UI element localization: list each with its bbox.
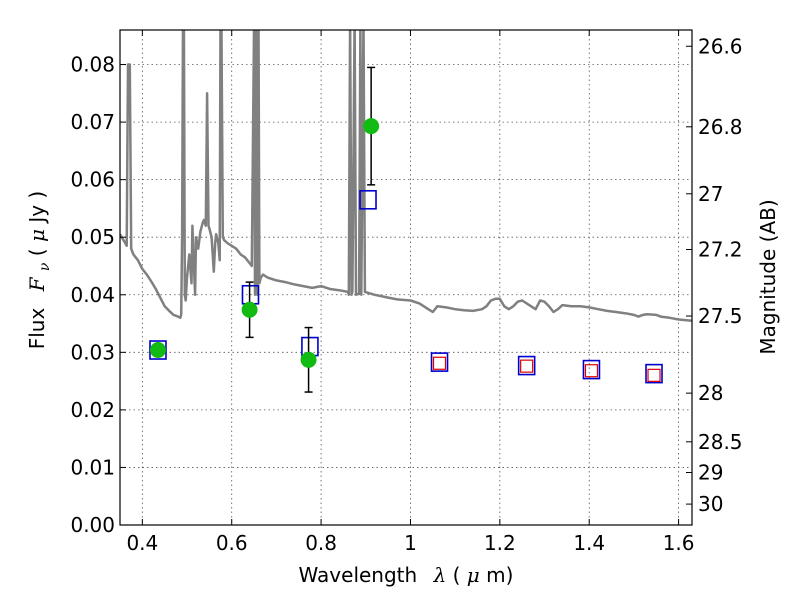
- model-flux-box: [582, 359, 601, 380]
- y-tick-label: 0.07: [70, 110, 115, 134]
- sed-model-line: [120, 30, 692, 322]
- x-tick-label: 1.6: [663, 531, 695, 555]
- upper-limit-box: [647, 368, 661, 382]
- model-flux-box: [645, 363, 663, 384]
- axis-ticks: 0.4 0.6 0.8 1 1.2 1.4 1.6 0.00 0.01 0.02 0.03 0.04 0…: [70, 30, 743, 555]
- y2-axis-label: Magnitude (AB): [756, 199, 780, 354]
- y2-tick-label: 27.5: [698, 304, 743, 328]
- x-tick-label: 0.4: [126, 531, 158, 555]
- y-tick-label: 0.03: [70, 340, 115, 364]
- y2-tick-label: 27: [698, 182, 723, 206]
- y2-tick-label: 29: [698, 461, 723, 485]
- x-tick-label: 1.2: [484, 531, 516, 555]
- plot-frame: [119, 29, 693, 526]
- observed-point: [363, 118, 380, 135]
- y2-tick-label: 26.6: [698, 34, 743, 58]
- model-flux-box: [430, 352, 449, 372]
- x-tick-label: 1: [404, 531, 417, 555]
- y-tick-label: 0.05: [70, 225, 115, 249]
- y-tick-label: 0.00: [70, 513, 115, 537]
- y-tick-label: 0.06: [70, 168, 115, 192]
- y2-tick-label: 28: [698, 381, 723, 405]
- model-flux-box: [517, 355, 536, 376]
- sed-line: [120, 30, 692, 322]
- y2-tick-label: 28.5: [698, 430, 743, 454]
- upper-limit-box: [520, 359, 534, 373]
- y2-tick-label: 27.2: [698, 238, 743, 262]
- y2-tick-label: 26.8: [698, 115, 743, 139]
- y-axis-label: Flux F ν ( μ Jy ): [25, 191, 54, 350]
- y-tick-label: 0.04: [70, 283, 115, 307]
- x-axis-label: Wavelength λ ( μ m): [299, 563, 514, 587]
- x-tick-label: 0.8: [305, 531, 337, 555]
- y2-tick-label: 30: [698, 492, 723, 516]
- upper-limit-box: [432, 356, 447, 370]
- y-tick-label: 0.02: [70, 398, 115, 422]
- observed-point: [149, 342, 166, 359]
- data-markers: [149, 66, 663, 393]
- upper-limit-box: [584, 364, 599, 378]
- observed-point: [241, 301, 258, 318]
- model-flux-box: [359, 189, 377, 210]
- y-tick-label: 0.01: [70, 455, 115, 479]
- y-tick-label: 0.08: [70, 53, 115, 77]
- observed-point: [300, 351, 317, 368]
- x-tick-label: 0.6: [216, 531, 248, 555]
- x-tick-label: 1.4: [573, 531, 605, 555]
